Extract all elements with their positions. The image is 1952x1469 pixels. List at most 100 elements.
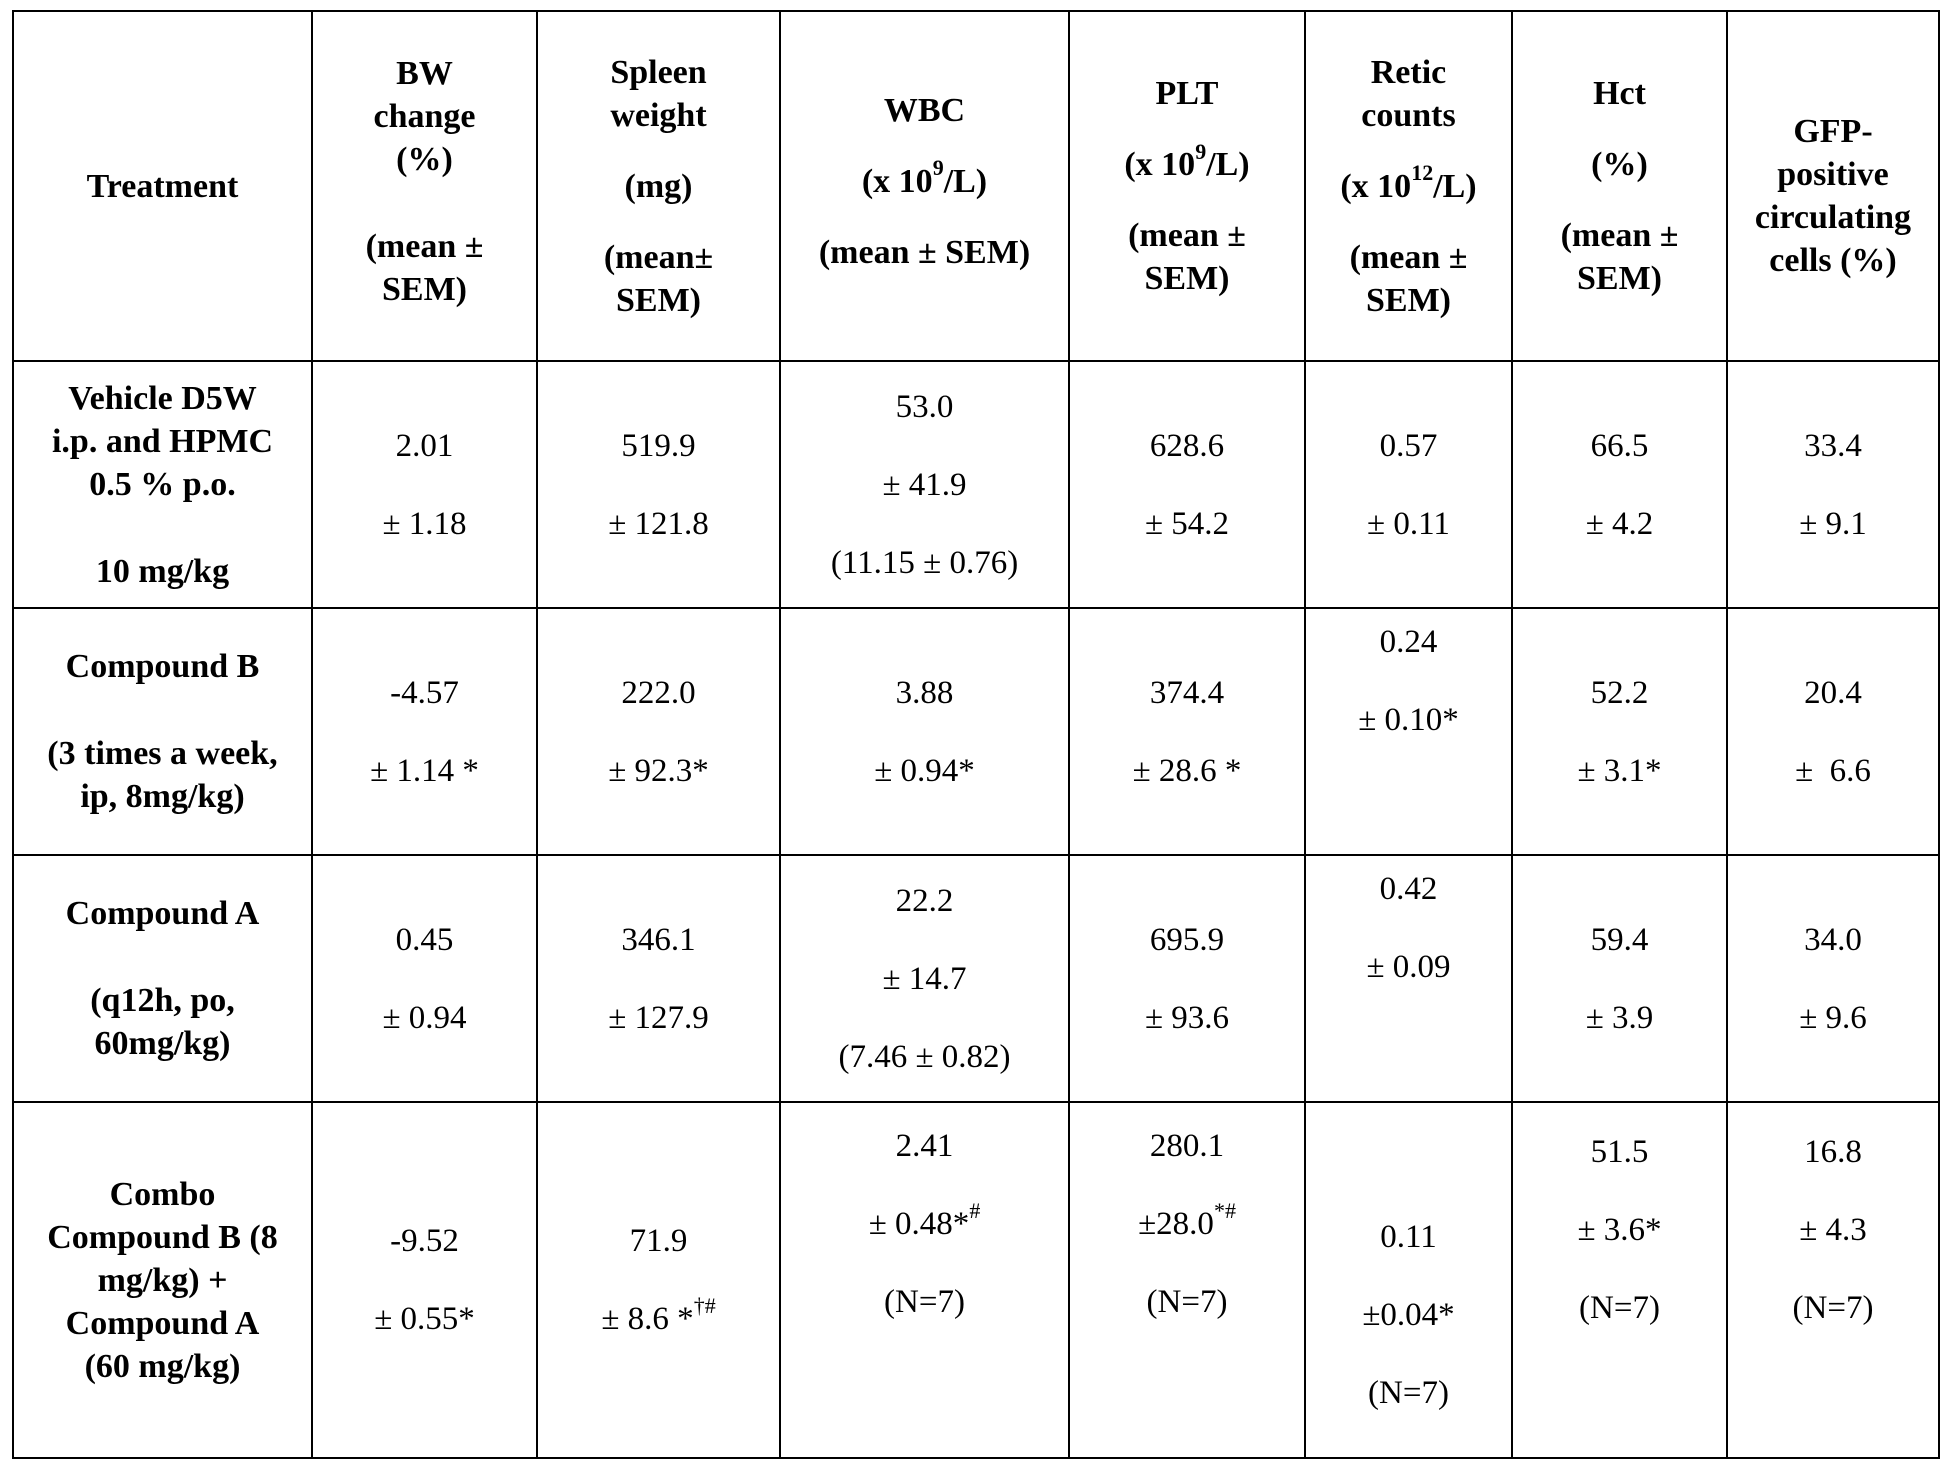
cell-hct-combo: 51.5 ± 3.6* (N=7)	[1513, 1103, 1726, 1457]
cell-retic-vehicle: 0.57 ± 0.11	[1306, 362, 1511, 607]
value-mean: 22.2	[896, 876, 954, 926]
value-sem: ± 14.7	[882, 954, 966, 1004]
value-sem: ± 0.48*#	[869, 1199, 981, 1249]
header-hct: Hct (%) (mean ± SEM)	[1513, 12, 1726, 360]
cell-gfp-combo: 16.8 ± 4.3 (N=7)	[1728, 1103, 1938, 1457]
value-sem: ± 4.3	[1799, 1205, 1867, 1255]
value-mean: 59.4	[1591, 915, 1649, 965]
cell-gfp-vehicle: 33.4 ± 9.1	[1728, 362, 1938, 607]
value-mean: 66.5	[1591, 421, 1649, 471]
value-mean: 0.11	[1380, 1212, 1437, 1262]
header-retic-counts: Retic counts (x 1012/L) (mean ± SEM)	[1306, 12, 1511, 360]
header-line: BW	[396, 52, 453, 95]
value-mean: 33.4	[1804, 421, 1862, 471]
cell-wbc-compound-b: 3.88 ± 0.94*	[781, 609, 1068, 854]
cell-spleen-compound-a: 346.1 ± 127.9	[538, 856, 779, 1101]
value-sem: ± 92.3*	[608, 746, 709, 796]
header-unit: (x 109/L)	[862, 160, 987, 203]
value-mean: 20.4	[1804, 668, 1862, 718]
treatment-line: Compound A	[66, 892, 260, 935]
header-line: SEM)	[1366, 279, 1451, 322]
cell-bw-compound-b: -4.57 ± 1.14 *	[313, 609, 536, 854]
cell-wbc-compound-a: 22.2 ± 14.7 (7.46 ± 0.82)	[781, 856, 1068, 1101]
header-line: (mean ±	[1561, 214, 1679, 257]
value-sem: ± 0.94*	[874, 746, 975, 796]
value-sem: ± 54.2	[1145, 499, 1229, 549]
header-line: weight	[610, 94, 706, 137]
value-sem: ± 121.8	[608, 499, 709, 549]
header-line: circulating	[1755, 196, 1911, 239]
value-sem: ± 3.9	[1586, 993, 1654, 1043]
header-treatment: Treatment	[14, 12, 311, 360]
header-line: (mean ± SEM)	[819, 231, 1030, 274]
value-n: (N=7)	[1368, 1368, 1449, 1418]
header-bw-change: BW change (%) (mean ± SEM)	[313, 12, 536, 360]
treatment-line: Vehicle D5W	[68, 377, 257, 420]
header-line: PLT	[1155, 72, 1218, 115]
header-line: (mean ±	[1350, 236, 1468, 279]
table-border-right	[1938, 10, 1940, 1459]
value-sem: ±0.04*	[1362, 1290, 1454, 1340]
header-line: (mean ±	[1128, 214, 1246, 257]
cell-bw-compound-a: 0.45 ± 0.94	[313, 856, 536, 1101]
header-plt: PLT (x 109/L) (mean ± SEM)	[1070, 12, 1304, 360]
header-spleen-weight: Spleen weight (mg) (mean± SEM)	[538, 12, 779, 360]
header-line: (%)	[1591, 143, 1648, 186]
value-sem: ± 6.6	[1795, 746, 1871, 796]
value-sem: ± 3.6*	[1577, 1205, 1661, 1255]
treatment-line: Combo	[110, 1173, 216, 1216]
cell-wbc-combo: 2.41 ± 0.48*# (N=7)	[781, 1103, 1068, 1457]
data-table: Treatment BW change (%) (mean ± SEM) Spl…	[12, 10, 1940, 1459]
value-mean: 2.01	[396, 421, 454, 471]
header-line: Spleen	[610, 51, 706, 94]
value-mean: 0.57	[1380, 421, 1438, 471]
cell-hct-compound-b: 52.2 ± 3.1*	[1513, 609, 1726, 854]
value-sem: ± 8.6 *†#	[601, 1294, 715, 1344]
cell-gfp-compound-b: 20.4 ± 6.6	[1728, 609, 1938, 854]
treatment-line: (3 times a week,	[47, 732, 277, 775]
cell-spleen-compound-b: 222.0 ± 92.3*	[538, 609, 779, 854]
value-n: (N=7)	[1793, 1283, 1874, 1333]
value-extra: (7.46 ± 0.82)	[838, 1032, 1010, 1082]
value-mean: 222.0	[621, 668, 695, 718]
value-mean: 3.88	[896, 668, 954, 718]
treatment-combo: Combo Compound B (8 mg/kg) + Compound A …	[14, 1103, 311, 1457]
treatment-compound-b: Compound B (3 times a week, ip, 8mg/kg)	[14, 609, 311, 854]
header-gfp-positive: GFP- positive circulating cells (%)	[1728, 12, 1938, 360]
value-sem: ± 1.14 *	[370, 746, 479, 796]
cell-retic-compound-b: 0.24 ± 0.10*	[1306, 609, 1511, 854]
value-n: (N=7)	[1147, 1277, 1228, 1327]
value-mean: 2.41	[896, 1121, 954, 1171]
header-line: counts	[1361, 94, 1455, 137]
header-line: (mg)	[625, 165, 693, 208]
header-line: GFP-	[1793, 110, 1872, 153]
value-mean: 374.4	[1150, 668, 1224, 718]
cell-plt-compound-a: 695.9 ± 93.6	[1070, 856, 1304, 1101]
cell-plt-compound-b: 374.4 ± 28.6 *	[1070, 609, 1304, 854]
treatment-line: Compound A	[66, 1302, 260, 1345]
header-line: change	[374, 95, 476, 138]
header-unit: (x 1012/L)	[1340, 165, 1476, 208]
value-sem: ± 0.55*	[374, 1294, 475, 1344]
value-mean: 52.2	[1591, 668, 1649, 718]
treatment-line: (q12h, po,	[90, 979, 235, 1022]
value-sem: ± 127.9	[608, 993, 709, 1043]
value-sem: ± 0.94	[382, 993, 466, 1043]
treatment-line: (60 mg/kg)	[85, 1345, 241, 1388]
value-mean: 0.42	[1380, 864, 1438, 914]
value-n: (N=7)	[884, 1277, 965, 1327]
value-mean: 16.8	[1804, 1127, 1862, 1177]
header-line: SEM)	[382, 268, 467, 311]
value-mean: 53.0	[896, 382, 954, 432]
treatment-line: mg/kg) +	[98, 1259, 228, 1302]
value-mean: -9.52	[390, 1216, 459, 1266]
cell-spleen-vehicle: 519.9 ± 121.8	[538, 362, 779, 607]
header-line: (mean±	[604, 236, 713, 279]
treatment-line: 10 mg/kg	[96, 550, 229, 593]
header-line: Hct	[1593, 72, 1646, 115]
value-mean: 695.9	[1150, 915, 1224, 965]
header-line: SEM)	[1577, 257, 1662, 300]
value-mean: -4.57	[390, 668, 459, 718]
value-sem: ± 0.10*	[1358, 695, 1459, 745]
treatment-line: i.p. and HPMC	[52, 420, 273, 463]
